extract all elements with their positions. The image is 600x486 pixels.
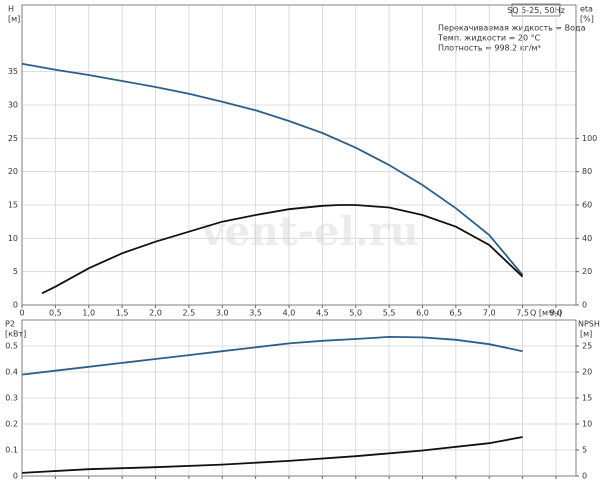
x-axis-label: Q [м³/ч] <box>530 309 562 318</box>
info-box <box>511 3 561 17</box>
watermark: vent-el.ru <box>200 208 419 255</box>
x-tick-label: 2,0 <box>149 309 162 318</box>
x-tick-label: 4,0 <box>283 309 296 318</box>
y-tick-label: 0.3 <box>5 394 18 403</box>
y-axis-unit: [м] <box>8 15 20 24</box>
y2-tick-label: 10 <box>582 420 592 429</box>
curve <box>21 62 524 276</box>
y-tick-label: 30 <box>8 101 18 110</box>
y-tick-label: 10 <box>8 234 18 243</box>
y-tick-label: 35 <box>8 67 18 76</box>
y2-tick-label: 5 <box>582 446 587 455</box>
x-tick-label: 7,0 <box>483 309 496 318</box>
curve <box>41 204 524 295</box>
curve <box>21 335 523 376</box>
y2-tick-label: 60 <box>582 201 592 210</box>
y2-axis-unit: [м] <box>580 330 592 339</box>
y-tick-label: 0.1 <box>5 446 18 455</box>
y2-tick-label: 0 <box>582 472 587 481</box>
y-tick-label: 0 <box>13 301 18 310</box>
y-tick-label: 0.4 <box>5 368 18 377</box>
x-tick-label: 5,5 <box>383 309 396 318</box>
info-title: SQ 5-25, 50Hz <box>507 6 565 15</box>
y-axis-label: P2 <box>5 320 15 329</box>
y-tick-label: 15 <box>8 201 18 210</box>
plot-frame <box>21 4 577 306</box>
y-axis-unit: [кВт] <box>5 330 26 339</box>
y2-tick-label: 20 <box>582 267 592 276</box>
y2-tick-label: 25 <box>582 342 592 351</box>
info-line: Темп. жидкости = 20 °C <box>437 34 541 43</box>
x-tick-label: 6,5 <box>449 309 462 318</box>
x-tick-label: 1,5 <box>116 309 129 318</box>
y-tick-label: 0 <box>13 472 18 481</box>
x-tick-label: 1,0 <box>82 309 95 318</box>
x-tick-label: 0 <box>19 309 24 318</box>
y2-tick-label: 100 <box>582 134 597 143</box>
plot-frame <box>21 319 577 477</box>
curve <box>21 436 523 474</box>
x-tick-label: 0,5 <box>49 309 62 318</box>
info-line: Перекачиваемая жидкость = Вода <box>438 24 586 33</box>
x-tick-label: 7,5 <box>516 309 529 318</box>
y2-tick-label: 15 <box>582 394 592 403</box>
x-tick-label: 4,5 <box>316 309 329 318</box>
x-tick-label: 2,5 <box>183 309 196 318</box>
y-tick-label: 20 <box>8 167 18 176</box>
x-tick-label: 3,0 <box>216 309 229 318</box>
y2-axis-label: NPSH <box>578 320 600 329</box>
y-axis-label: H <box>8 5 14 14</box>
y-tick-label: 5 <box>13 267 18 276</box>
y2-tick-label: 0 <box>582 301 587 310</box>
y2-tick-label: 40 <box>582 234 592 243</box>
y-tick-label: 25 <box>8 134 18 143</box>
x-tick-label: 5,0 <box>349 309 362 318</box>
x-tick-label: 3,5 <box>249 309 262 318</box>
y-tick-label: 0.2 <box>5 420 18 429</box>
x-tick-label: 8,0 <box>550 309 563 318</box>
y-tick-label: 0.5 <box>5 342 18 351</box>
y2-tick-label: 20 <box>582 368 592 377</box>
y2-tick-label: 80 <box>582 167 592 176</box>
x-tick-label: 6,0 <box>416 309 429 318</box>
y2-axis-label: eta <box>580 5 593 14</box>
y2-axis-unit: [%] <box>580 15 594 24</box>
